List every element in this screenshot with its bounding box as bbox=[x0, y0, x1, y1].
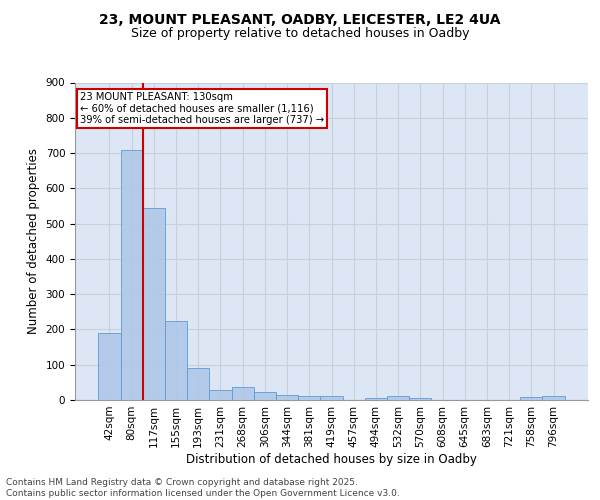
Bar bbox=[232, 387, 254, 400]
Bar bbox=[409, 398, 431, 400]
Bar bbox=[520, 397, 542, 400]
Bar bbox=[98, 333, 121, 400]
X-axis label: Distribution of detached houses by size in Oadby: Distribution of detached houses by size … bbox=[186, 452, 477, 466]
Text: Contains HM Land Registry data © Crown copyright and database right 2025.
Contai: Contains HM Land Registry data © Crown c… bbox=[6, 478, 400, 498]
Bar bbox=[143, 208, 165, 400]
Bar bbox=[209, 390, 232, 400]
Bar bbox=[187, 368, 209, 400]
Bar bbox=[387, 396, 409, 400]
Bar bbox=[542, 396, 565, 400]
Text: 23 MOUNT PLEASANT: 130sqm
← 60% of detached houses are smaller (1,116)
39% of se: 23 MOUNT PLEASANT: 130sqm ← 60% of detac… bbox=[80, 92, 324, 125]
Bar bbox=[254, 392, 276, 400]
Bar bbox=[298, 396, 320, 400]
Bar bbox=[320, 396, 343, 400]
Bar bbox=[121, 150, 143, 400]
Text: Size of property relative to detached houses in Oadby: Size of property relative to detached ho… bbox=[131, 28, 469, 40]
Text: 23, MOUNT PLEASANT, OADBY, LEICESTER, LE2 4UA: 23, MOUNT PLEASANT, OADBY, LEICESTER, LE… bbox=[99, 12, 501, 26]
Bar bbox=[276, 396, 298, 400]
Bar bbox=[165, 321, 187, 400]
Y-axis label: Number of detached properties: Number of detached properties bbox=[27, 148, 40, 334]
Bar bbox=[365, 398, 387, 400]
